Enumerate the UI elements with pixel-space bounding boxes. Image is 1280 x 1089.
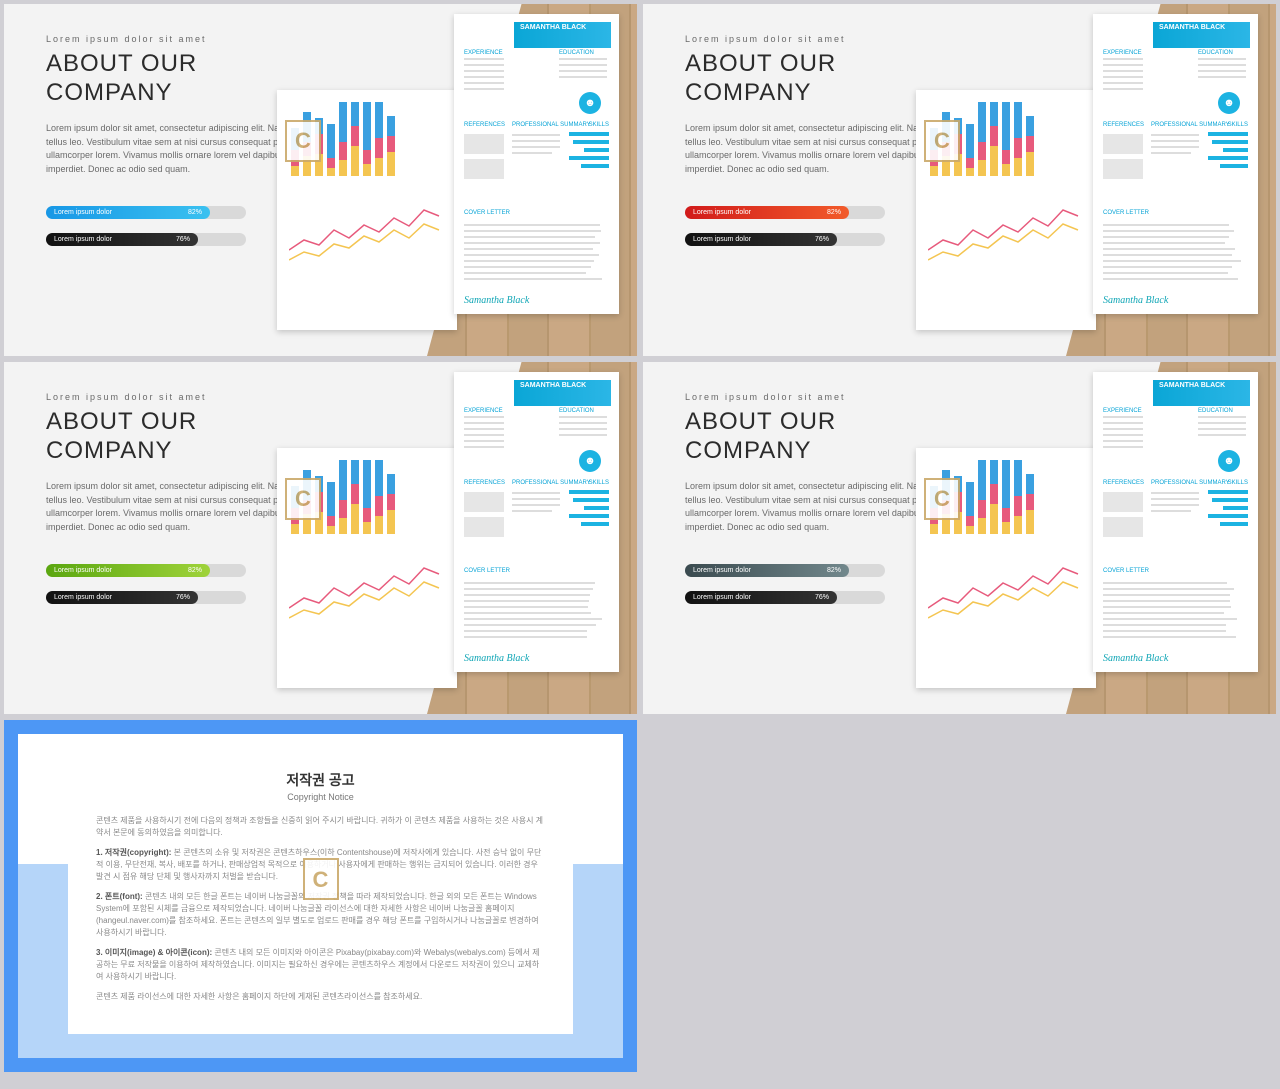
lbl-references: REFERENCES [1103,480,1144,486]
company-slide: Lorem ipsum dolor sit amet ABOUT OURCOMP… [643,362,1276,714]
slide-body: Lorem ipsum dolor sit amet, consectetur … [685,122,945,176]
resume-signature: Samantha Black [464,653,529,664]
progress-bar-1: Lorem ipsum dolor 82% [685,206,890,219]
slide-body: Lorem ipsum dolor sit amet, consectetur … [685,480,945,534]
resume-name: SAMANTHA BLACK [520,24,586,31]
resume-signature: Samantha Black [1103,295,1168,306]
slide-body: Lorem ipsum dolor sit amet, consectetur … [46,480,306,534]
notice-p0: 콘텐츠 제품을 사용하시기 전에 다음의 정책과 조항들을 신중히 읽어 주시기… [96,815,545,839]
notice-sub: Copyright Notice [96,791,545,805]
bar2-pct: 76% [176,594,190,601]
lbl-prof: PROFESSIONAL SUMMARY [512,122,591,128]
lbl-education: EDUCATION [559,50,594,56]
watermark: C [285,478,321,520]
bar1-label: Lorem ipsum dolor [54,209,112,216]
company-slide: Lorem ipsum dolor sit amet ABOUT OURCOMP… [4,362,637,714]
resume-signature: Samantha Black [1103,653,1168,664]
lbl-education: EDUCATION [1198,408,1233,414]
progress-bar-2: Lorem ipsum dolor 76% [46,233,251,246]
bar1-label: Lorem ipsum dolor [693,567,751,574]
lbl-skills: SKILLS [589,480,609,486]
company-slide: Lorem ipsum dolor sit amet ABOUT OURCOMP… [4,4,637,356]
bar2-label: Lorem ipsum dolor [693,594,751,601]
eyebrow: Lorem ipsum dolor sit amet [685,392,846,402]
progress-bar-2: Lorem ipsum dolor 76% [46,591,251,604]
lbl-prof: PROFESSIONAL SUMMARY [512,480,591,486]
lbl-skills: SKILLS [1228,480,1248,486]
lbl-cover: COVER LETTER [1103,210,1149,216]
bar1-pct: 82% [188,209,202,216]
resume-name: SAMANTHA BLACK [1159,382,1225,389]
lbl-education: EDUCATION [559,408,594,414]
slide-title: ABOUT OURCOMPANY [46,50,197,108]
progress-bar-1: Lorem ipsum dolor 82% [46,206,251,219]
lbl-skills: SKILLS [1228,122,1248,128]
lbl-experience: EXPERIENCE [1103,50,1142,56]
lbl-experience: EXPERIENCE [464,50,503,56]
lbl-cover: COVER LETTER [1103,568,1149,574]
bar2-pct: 76% [176,236,190,243]
copyright-slide: 저작권 공고 Copyright Notice 콘텐츠 제품을 사용하시기 전에… [4,720,637,1072]
lbl-prof: PROFESSIONAL SUMMARY [1151,480,1230,486]
bar2-pct: 76% [815,594,829,601]
empty-slot [643,720,1276,1072]
notice-title: 저작권 공고 [96,770,545,791]
avatar-icon: ☻ [1218,92,1240,114]
lbl-skills: SKILLS [589,122,609,128]
bar1-label: Lorem ipsum dolor [54,567,112,574]
watermark: C [285,120,321,162]
bar2-label: Lorem ipsum dolor [54,594,112,601]
lbl-cover: COVER LETTER [464,210,510,216]
company-slide: Lorem ipsum dolor sit amet ABOUT OURCOMP… [643,4,1276,356]
slide-title: ABOUT OURCOMPANY [685,50,836,108]
eyebrow: Lorem ipsum dolor sit amet [46,34,207,44]
slide-body: Lorem ipsum dolor sit amet, consectetur … [46,122,306,176]
bar1-pct: 82% [827,209,841,216]
watermark: C [924,120,960,162]
lbl-references: REFERENCES [464,122,505,128]
lbl-references: REFERENCES [464,480,505,486]
lbl-education: EDUCATION [1198,50,1233,56]
bar1-pct: 82% [827,567,841,574]
bar1-pct: 82% [188,567,202,574]
eyebrow: Lorem ipsum dolor sit amet [46,392,207,402]
notice-p3: 3. 이미지(image) & 아이콘(icon): 콘텐츠 내의 모든 이미지… [96,947,545,983]
progress-bar-2: Lorem ipsum dolor 76% [685,233,890,246]
lbl-cover: COVER LETTER [464,568,510,574]
resume-name: SAMANTHA BLACK [520,382,586,389]
notice-p4: 콘텐츠 제품 라이선스에 대한 자세한 사항은 홈페이지 하단에 게재된 콘텐츠… [96,991,545,1003]
lbl-experience: EXPERIENCE [464,408,503,414]
lbl-experience: EXPERIENCE [1103,408,1142,414]
bar1-label: Lorem ipsum dolor [693,209,751,216]
progress-bar-1: Lorem ipsum dolor 82% [685,564,890,577]
slide-title: ABOUT OURCOMPANY [46,408,197,466]
avatar-icon: ☻ [579,92,601,114]
resume-signature: Samantha Black [464,295,529,306]
lbl-references: REFERENCES [1103,122,1144,128]
resume-name: SAMANTHA BLACK [1159,24,1225,31]
eyebrow: Lorem ipsum dolor sit amet [685,34,846,44]
slide-title: ABOUT OURCOMPANY [685,408,836,466]
avatar-icon: ☻ [579,450,601,472]
watermark: C [924,478,960,520]
watermark: C [303,858,339,900]
lbl-prof: PROFESSIONAL SUMMARY [1151,122,1230,128]
bar2-label: Lorem ipsum dolor [54,236,112,243]
progress-bar-2: Lorem ipsum dolor 76% [685,591,890,604]
avatar-icon: ☻ [1218,450,1240,472]
progress-bar-1: Lorem ipsum dolor 82% [46,564,251,577]
bar2-pct: 76% [815,236,829,243]
bar2-label: Lorem ipsum dolor [693,236,751,243]
